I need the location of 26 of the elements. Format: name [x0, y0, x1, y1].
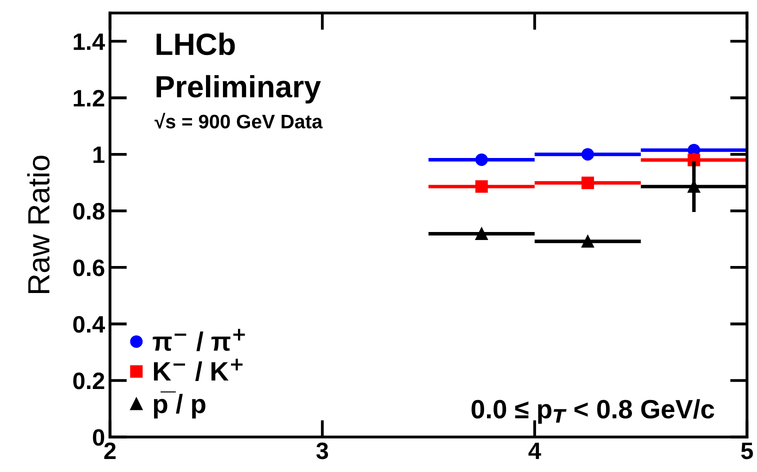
legend-label: K$^{−}$ / K$^{+}$: [154, 358, 243, 381]
y-axis-title: Raw Ratio: [27, 156, 50, 293]
y-tick-label: 0.4: [73, 316, 106, 333]
y-tick-label: 0.6: [73, 259, 104, 276]
point: [475, 228, 488, 240]
x-tick-label: 5: [741, 442, 753, 460]
y-tick-label: 1.2: [74, 90, 104, 106]
x-tick-label: 3: [316, 442, 328, 460]
point: [582, 176, 594, 190]
point: [582, 148, 594, 161]
point: [582, 235, 594, 248]
annotation: Preliminary: [156, 75, 321, 104]
y-tick-label: 1: [93, 146, 104, 163]
annotation: LHCb: [156, 32, 235, 56]
annotation: √s = 900 GeV Data: [154, 112, 323, 129]
point: [475, 153, 488, 166]
y-tick-label: 0: [92, 429, 104, 446]
y-tick-label: 1.4: [74, 34, 106, 50]
point: [475, 180, 488, 193]
y-tick-label: 0.2: [73, 372, 104, 390]
legend-label: p̅ / p: [154, 391, 206, 419]
x-tick-label: 2: [104, 442, 116, 459]
legend-label: π$^{−}$ / π$^{+}$: [152, 328, 245, 352]
y-tick-label: 0.8: [73, 202, 104, 220]
annotation: 0.0 ≤ p$_{T}$ < 0.8 GeV/c: [472, 399, 714, 424]
x-tick-label: 4: [528, 442, 542, 459]
